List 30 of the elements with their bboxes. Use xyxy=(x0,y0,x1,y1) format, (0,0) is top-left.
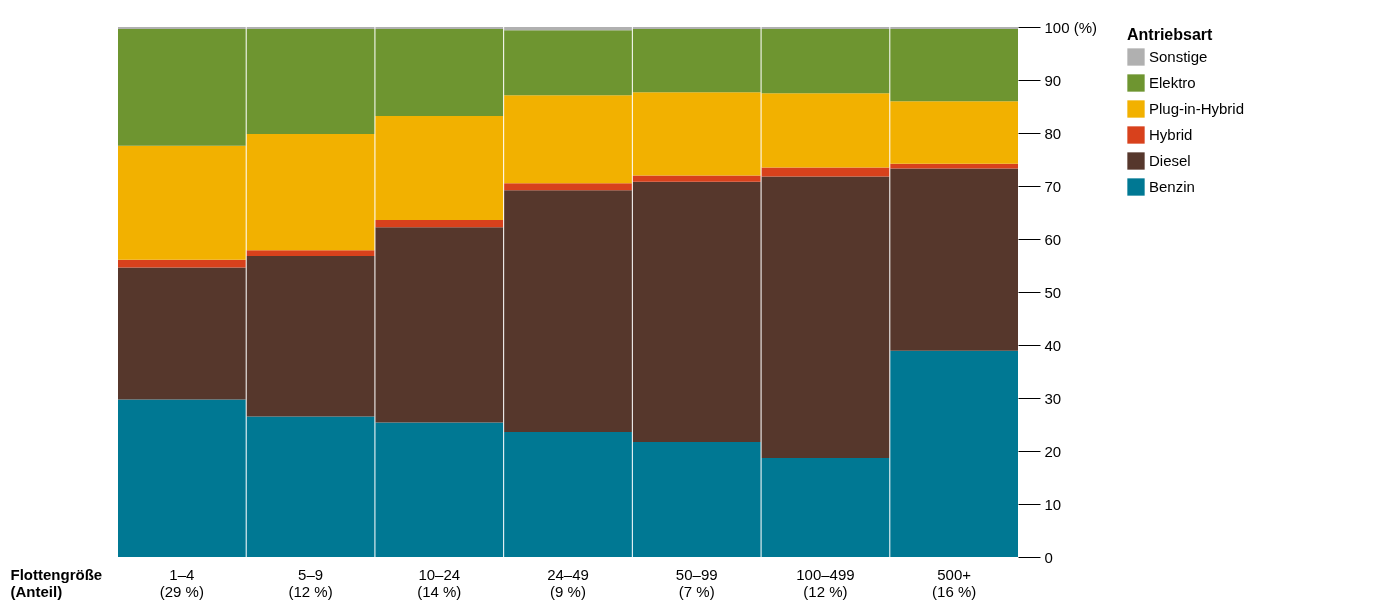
x-tick-label: 24–49 (9 %) xyxy=(547,565,589,600)
y-tick-label: 90 xyxy=(1044,71,1062,89)
legend-title: Antriebsart xyxy=(1127,26,1214,43)
x-axis-title: Flottengröße (Anteil) xyxy=(10,565,103,600)
y-tick-label: 0 xyxy=(1044,548,1053,566)
y-tick-label: 20 xyxy=(1044,442,1062,460)
y-tick-label: 100 (%) xyxy=(1044,18,1098,36)
x-tick-label: 100–499 (12 %) xyxy=(796,565,855,600)
x-tick-label: 50–99 (7 %) xyxy=(675,565,718,600)
bar xyxy=(504,183,632,191)
legend-label: Diesel xyxy=(1149,152,1191,169)
y-tick-label: 30 xyxy=(1044,389,1062,407)
y-tick-label: 10 xyxy=(1044,495,1062,513)
y-tick-label: 60 xyxy=(1044,230,1062,248)
bar xyxy=(375,219,504,228)
y-tick-label: 80 xyxy=(1044,124,1062,142)
legend-label: Elektro xyxy=(1149,74,1196,91)
legend-label: Plug-in-Hybrid xyxy=(1149,100,1245,117)
x-tick-label: 10–24 (14 %) xyxy=(417,565,462,600)
y-tick-label: 40 xyxy=(1044,336,1062,354)
x-tick-label: 500+ (16 %) xyxy=(932,565,977,600)
x-tick-label: 1–4 (29 %) xyxy=(159,565,204,600)
bar xyxy=(246,250,375,256)
y-tick-label: 70 xyxy=(1044,177,1062,195)
legend-label: Hybrid xyxy=(1149,126,1193,143)
legend-label: Sonstige xyxy=(1149,48,1208,65)
bar xyxy=(118,259,246,268)
legend-label: Benzin xyxy=(1149,178,1195,195)
y-tick-label: 50 xyxy=(1044,283,1062,301)
x-tick-label: 5–9 (12 %) xyxy=(288,565,333,600)
